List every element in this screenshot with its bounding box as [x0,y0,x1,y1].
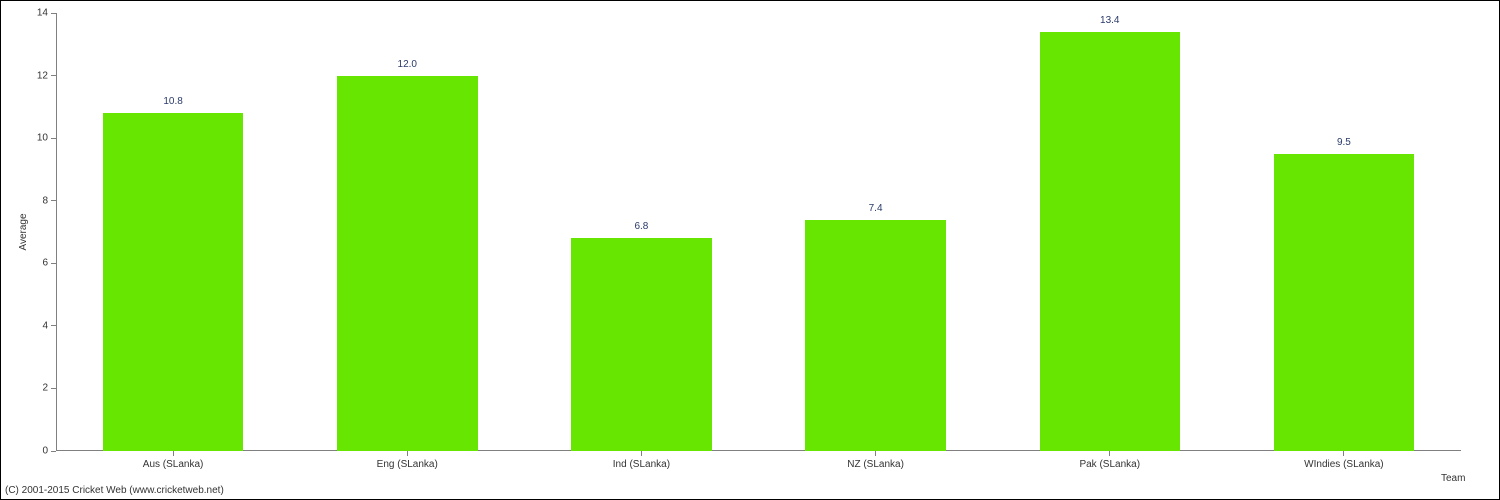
y-tick-label: 2 [42,383,56,394]
bar: 12.0 [337,76,478,451]
bar-value-label: 12.0 [398,59,417,76]
bar: 10.8 [103,113,244,451]
copyright-text: (C) 2001-2015 Cricket Web (www.cricketwe… [5,485,224,496]
y-tick-label: 10 [37,133,56,144]
bar-value-label: 9.5 [1337,137,1351,154]
bar: 13.4 [1040,32,1181,451]
chart-frame: 0246810121410.8Aus (SLanka)12.0Eng (SLan… [0,0,1500,500]
y-axis-title: Average [18,213,29,250]
x-tick-label: Pak (SLanka) [1079,451,1140,470]
y-tick-label: 8 [42,195,56,206]
x-tick-label: NZ (SLanka) [847,451,904,470]
y-tick-label: 14 [37,8,56,19]
bar: 7.4 [805,220,946,452]
plot-area: 0246810121410.8Aus (SLanka)12.0Eng (SLan… [56,13,1461,451]
y-tick-label: 4 [42,320,56,331]
y-tick-label: 6 [42,258,56,269]
bar-value-label: 6.8 [634,221,648,238]
bar-value-label: 13.4 [1100,15,1119,32]
y-tick-label: 0 [42,446,56,457]
y-tick-label: 12 [37,70,56,81]
x-tick-label: Ind (SLanka) [613,451,670,470]
x-tick-label: WIndies (SLanka) [1304,451,1383,470]
bar: 9.5 [1274,154,1415,451]
x-axis-line [56,450,1461,451]
x-tick-label: Aus (SLanka) [143,451,204,470]
bar-value-label: 10.8 [163,96,182,113]
y-axis-line [56,13,57,451]
x-axis-title: Team [1441,473,1465,484]
x-tick-label: Eng (SLanka) [377,451,438,470]
bar-value-label: 7.4 [869,203,883,220]
bar: 6.8 [571,238,712,451]
